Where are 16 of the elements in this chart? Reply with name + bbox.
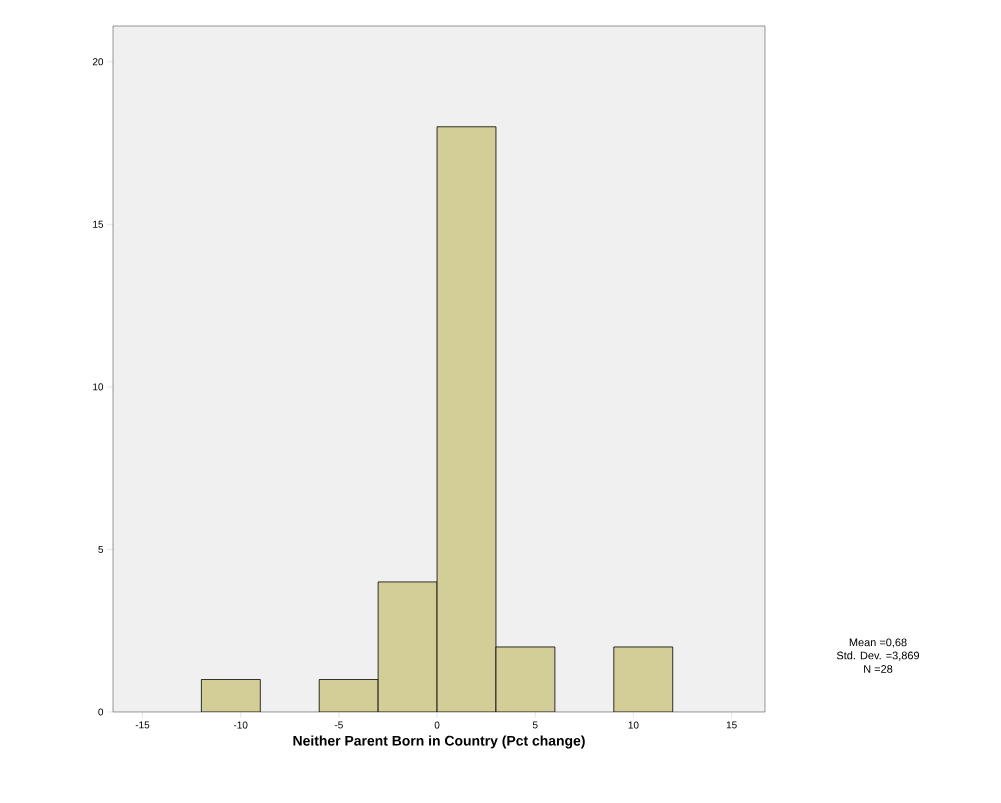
x-tick-label: -5 — [334, 721, 343, 729]
x-tick-label: 10 — [628, 721, 639, 729]
y-tick-label: 10 — [93, 383, 104, 391]
y-tick-label: 0 — [98, 708, 104, 716]
y-tick-label: 20 — [92, 58, 104, 66]
x-axis-title: Neither Parent Born in Country (Pct change) — [293, 735, 585, 749]
y-tick-label: 15 — [93, 220, 104, 228]
x-tick-label: 15 — [726, 721, 737, 729]
x-tick-label: -15 — [135, 721, 150, 729]
y-tick-label: 5 — [98, 545, 104, 553]
x-tick-label: -10 — [233, 721, 248, 729]
text: N =28 — [864, 665, 893, 673]
text: Std. Dev. =3,869 — [836, 651, 920, 661]
x-tick-label: 0 — [434, 721, 440, 729]
text: Mean =0,68 — [849, 638, 907, 648]
x-tick-label: 5 — [532, 721, 538, 729]
